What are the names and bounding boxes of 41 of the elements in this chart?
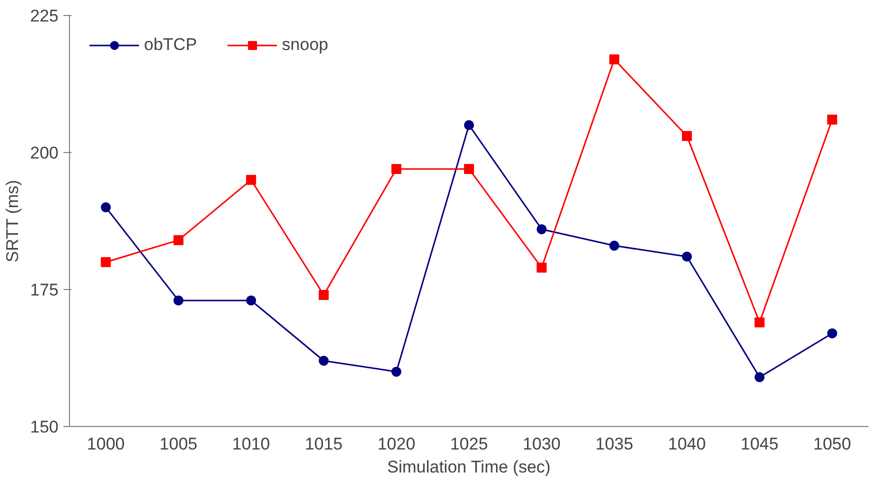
point [173,235,184,246]
point [246,295,256,306]
point [464,164,474,174]
x-tick-label: 1035 [595,434,634,454]
x-tick-label: 1000 [86,434,125,454]
point [173,295,184,306]
point [464,120,474,130]
x-tick-label: 1010 [232,434,270,454]
x-axis-title: Simulation Time (sec) [387,458,551,476]
x-tick-label: 1015 [304,434,343,454]
legend-label: snoop [282,35,328,55]
point [609,240,620,251]
point [100,202,111,212]
x-tick-label: 1005 [160,434,198,454]
x-tick-label: 1030 [522,434,561,454]
x-tick-label: 1050 [813,434,852,454]
y-tick-label: 175 [30,280,59,300]
point [827,114,838,125]
point [682,252,692,262]
legend-label: obTCP [144,35,197,55]
point [536,262,547,273]
y-axis-title: SRTT (ms) [3,180,22,262]
point [682,131,692,142]
point [827,328,838,338]
point [246,174,256,185]
y-tick-label: 200 [30,144,59,162]
x-tick-label: 1045 [740,434,778,454]
point [318,290,329,300]
point [754,372,765,382]
point [318,356,329,366]
x-tick-label: 1040 [668,434,706,454]
point [609,54,620,64]
point [754,317,765,328]
y-tick-label: 225 [30,6,59,26]
point [391,366,402,377]
x-tick-label: 1025 [450,434,488,454]
point [100,257,111,268]
x-tick-label: 1020 [377,434,416,454]
point [536,224,547,234]
point [391,164,402,174]
y-tick-label: 150 [30,418,59,436]
